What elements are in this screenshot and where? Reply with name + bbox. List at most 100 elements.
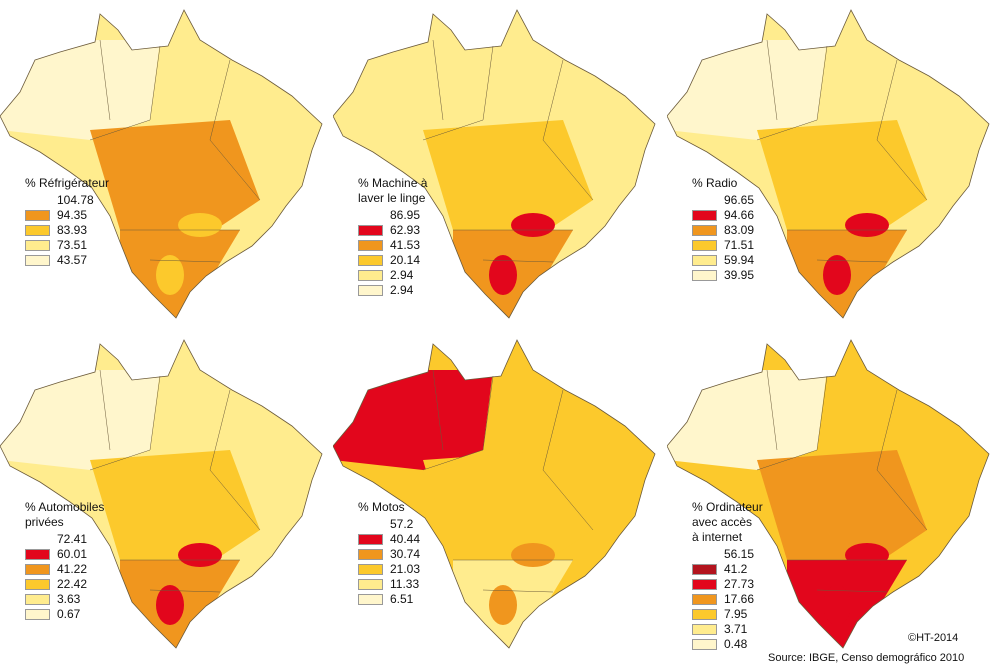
legend-value: 3.63 — [57, 592, 81, 606]
legend-swatch — [692, 270, 717, 281]
legend-value: 3.71 — [724, 622, 748, 636]
region-center — [90, 450, 260, 570]
map-panel: % Motos 57.2 40.44 30.74 21.03 11.33 6.51 — [333, 330, 666, 660]
legend-class: 6.51 — [358, 592, 478, 607]
legend-title: % Radio — [692, 176, 738, 190]
legend-swatch — [692, 564, 717, 575]
legend-class: 22.42 — [25, 577, 145, 592]
legend-value: 43.57 — [57, 253, 88, 267]
legend-swatch — [25, 609, 50, 620]
region-hotspot — [511, 543, 555, 567]
legend-max-value: 56.15 — [724, 547, 755, 561]
legend-value: 60.01 — [57, 547, 88, 561]
legend-value: 2.94 — [390, 283, 414, 297]
region-center — [423, 450, 593, 570]
country-border — [333, 339, 656, 649]
region-hotspot — [489, 585, 517, 625]
legend-max-value: 72.41 — [57, 532, 88, 546]
legend-swatch — [692, 609, 717, 620]
legend-swatch — [25, 255, 50, 266]
legend-class: 71.51 — [692, 238, 812, 253]
legend-swatch — [25, 549, 50, 560]
legend-class: 62.93 — [358, 223, 478, 238]
region-hotspot — [823, 585, 851, 625]
legend-class: 27.73 — [692, 577, 812, 592]
legend-class: 2.94 — [358, 283, 478, 298]
legend-value: 6.51 — [390, 592, 414, 606]
legend-swatch — [25, 579, 50, 590]
legend-swatch — [692, 255, 717, 266]
state-borders — [422, 369, 594, 593]
legend-class: 30.74 — [358, 547, 478, 562]
region-center — [90, 120, 260, 240]
state-borders — [756, 369, 928, 593]
brazil-choropleth-map — [0, 339, 323, 649]
legend-value: 73.51 — [57, 238, 88, 252]
country-border — [667, 9, 990, 319]
brazil-choropleth-map — [333, 339, 656, 649]
legend-class: 21.03 — [358, 562, 478, 577]
legend-class: 94.35 — [25, 208, 145, 223]
region-hotspot — [178, 543, 222, 567]
legend-swatch — [358, 594, 383, 605]
region-hotspot — [511, 213, 555, 237]
legend-swatch — [692, 225, 717, 236]
legend-max-value: 57.2 — [390, 517, 414, 531]
region-north — [667, 370, 827, 470]
state-borders — [89, 369, 261, 593]
region-center — [423, 120, 593, 240]
legend-title: % Automobiles privées — [25, 500, 105, 529]
map-legend: % Automobiles privées 72.41 60.01 41.22 22.… — [25, 500, 145, 622]
legend-class: 0.67 — [25, 607, 145, 622]
brazil-choropleth-map — [667, 9, 990, 319]
legend-value: 2.94 — [390, 268, 414, 282]
country-border — [0, 339, 323, 649]
state-borders — [756, 39, 928, 263]
map-panel: % Ordinateur avec accès à internet 56.15… — [667, 330, 1000, 660]
legend-value: 0.67 — [57, 607, 81, 621]
region-hotspot — [823, 255, 851, 295]
legend-value: 21.03 — [390, 562, 421, 576]
legend-class: 0.48 — [692, 637, 812, 652]
legend-swatch — [358, 549, 383, 560]
legend-class: 60.01 — [25, 547, 145, 562]
legend-max-value: 86.95 — [390, 208, 421, 222]
map-panel: % Réfrigérateur 104.78 94.35 83.93 73.51 43.… — [0, 0, 333, 330]
legend-class: 41.22 — [25, 562, 145, 577]
legend-value: 20.14 — [390, 253, 421, 267]
legend-max-value: 96.65 — [724, 193, 755, 207]
legend-value: 41.53 — [390, 238, 421, 252]
legend-value: 39.95 — [724, 268, 755, 282]
brazil-choropleth-map — [667, 339, 990, 649]
legend-value: 59.94 — [724, 253, 755, 267]
legend-class: 43.57 — [25, 253, 145, 268]
legend-value: 94.35 — [57, 208, 88, 222]
legend-swatch — [692, 594, 717, 605]
legend-value: 0.48 — [724, 637, 748, 651]
legend-class: 59.94 — [692, 253, 812, 268]
legend-title: % Machine à laver le linge — [358, 176, 428, 205]
map-legend: % Machine à laver le linge 86.95 62.93 41.… — [358, 176, 478, 298]
brazil-choropleth-map — [0, 9, 323, 319]
region-center — [757, 120, 927, 240]
legend-swatch — [25, 225, 50, 236]
legend-class: 3.63 — [25, 592, 145, 607]
legend-value: 41.2 — [724, 562, 748, 576]
legend-value: 40.44 — [390, 532, 421, 546]
legend-value: 83.09 — [724, 223, 755, 237]
state-borders — [89, 39, 261, 263]
region-hotspot — [156, 585, 184, 625]
region-north — [0, 40, 160, 140]
legend-swatch — [692, 639, 717, 650]
legend-class: 73.51 — [25, 238, 145, 253]
legend-value: 17.66 — [724, 592, 755, 606]
country-border — [0, 9, 323, 319]
legend-class: 11.33 — [358, 577, 478, 592]
legend-class: 41.2 — [692, 562, 812, 577]
legend-value: 41.22 — [57, 562, 88, 576]
legend-swatch — [358, 564, 383, 575]
legend-swatch — [358, 225, 383, 236]
legend-class: 39.95 — [692, 268, 812, 283]
legend-swatch — [25, 594, 50, 605]
